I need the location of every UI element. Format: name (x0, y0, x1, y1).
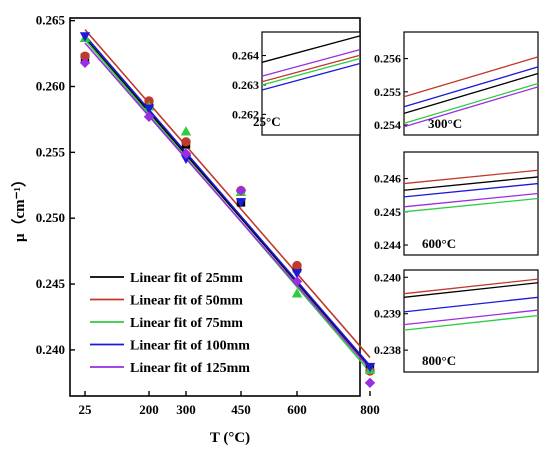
inset-4: 0.238 0.239 0.240 800°C (374, 269, 539, 373)
legend-label-100mm: Linear fit of 100mm (130, 339, 250, 354)
x-tick-label: 25 (79, 402, 93, 417)
legend-label-75mm: Linear fit of 75mm (130, 316, 243, 331)
inset-fit-line-100mm (403, 66, 539, 108)
x-tick-label: 200 (139, 402, 159, 417)
inset-fit-line-125mm (261, 49, 361, 77)
inset-fit-line-75mm (403, 314, 539, 331)
data-point-50mm (181, 137, 191, 147)
data-point-100mm (79, 32, 91, 42)
inset-frame (403, 31, 539, 136)
inset-fit-line-75mm (403, 82, 539, 124)
inset-fit-line-125mm (403, 309, 539, 326)
inset-label: 600°C (422, 236, 456, 251)
inset-y-tick-label: 0.238 (374, 343, 401, 357)
inset-fit-line-75mm (403, 197, 539, 213)
y-tick-label: 0.250 (36, 210, 65, 225)
inset-fit-line-100mm (403, 182, 539, 198)
y-tick-label: 0.255 (36, 144, 66, 159)
inset-fit-line-25mm (261, 35, 361, 63)
inset-y-tick-label: 0.239 (374, 307, 401, 321)
inset-y-tick-label: 0.245 (374, 205, 401, 219)
fit-line-50mm (84, 29, 371, 359)
fit-line-25mm (84, 37, 371, 368)
fit-line-100mm (84, 34, 371, 367)
inset-fit-line-75mm (261, 57, 361, 86)
inset-y-tick-label: 0.240 (374, 270, 401, 284)
inset-fit-line-50mm (403, 169, 539, 185)
plot-frame (69, 17, 361, 397)
inset-y-tick-label: 0.256 (374, 52, 401, 66)
inset-fit-line-125mm (403, 86, 539, 128)
legend-label-25mm: Linear fit of 25mm (130, 271, 243, 286)
y-tick-label: 0.240 (36, 342, 65, 357)
x-tick-label: 300 (176, 402, 196, 417)
data-point-125mm (291, 276, 303, 287)
inset-3: 0.244 0.245 0.246 600°C (374, 151, 539, 256)
inset-label: 800°C (422, 353, 456, 368)
x-tick-label: 600 (287, 402, 307, 417)
inset-fit-line-25mm (403, 282, 539, 298)
y-tick-label: 0.265 (36, 13, 66, 28)
inset-y-tick-label: 0.264 (232, 49, 259, 63)
inset-fit-line-100mm (403, 296, 539, 313)
data-point-50mm (80, 51, 90, 61)
legend-label-125mm: Linear fit of 125mm (130, 361, 250, 376)
inset-fit-line-100mm (261, 62, 361, 91)
data-point-125mm (364, 377, 376, 389)
data-point-75mm (180, 126, 192, 136)
x-axis-label: T (°C) (210, 430, 250, 446)
x-tick-label: 800 (360, 402, 380, 417)
inset-y-tick-label: 0.255 (374, 85, 401, 99)
inset-fit-line-25mm (403, 72, 539, 115)
data-point-125mm (180, 148, 192, 159)
y-tick-label: 0.245 (36, 276, 66, 291)
inset-frame (403, 151, 539, 256)
inset-y-tick-label: 0.246 (374, 172, 401, 186)
legend-label-50mm: Linear fit of 50mm (130, 294, 243, 309)
data-point-100mm (180, 154, 192, 165)
inset-2: 0.254 0.255 0.256 300°C (374, 31, 539, 136)
inset-1: 0.262 0.263 0.264 25°C (232, 31, 361, 136)
data-point-125mm (143, 111, 155, 122)
data-point-75mm (291, 288, 303, 298)
data-point-100mm (143, 104, 155, 115)
data-point-50mm (144, 96, 154, 106)
inset-fit-line-50mm (403, 56, 539, 98)
inset-fit-line-50mm (261, 54, 361, 83)
data-point-125mm (79, 57, 91, 68)
y-axis-label: μ（cm⁻¹） (10, 172, 28, 242)
data-point-100mm (364, 362, 376, 373)
data-point-50mm (292, 260, 302, 271)
data-point-100mm (291, 269, 303, 279)
inset-y-tick-label: 0.244 (374, 238, 401, 252)
inset-label: 300°C (428, 116, 462, 131)
x-tick-label: 450 (231, 402, 251, 417)
inset-y-tick-label: 0.254 (374, 118, 401, 132)
inset-fit-line-50mm (403, 278, 539, 295)
inset-fit-line-25mm (403, 176, 539, 191)
inset-y-tick-label: 0.262 (232, 107, 259, 121)
data-point-125mm (235, 185, 247, 196)
inset-y-tick-label: 0.263 (232, 78, 259, 92)
inset-fit-line-125mm (403, 192, 539, 208)
inset-label: 25°C (253, 114, 281, 129)
y-tick-label: 0.260 (36, 78, 65, 93)
data-point-100mm (235, 198, 247, 208)
fit-line-125mm (84, 42, 371, 370)
